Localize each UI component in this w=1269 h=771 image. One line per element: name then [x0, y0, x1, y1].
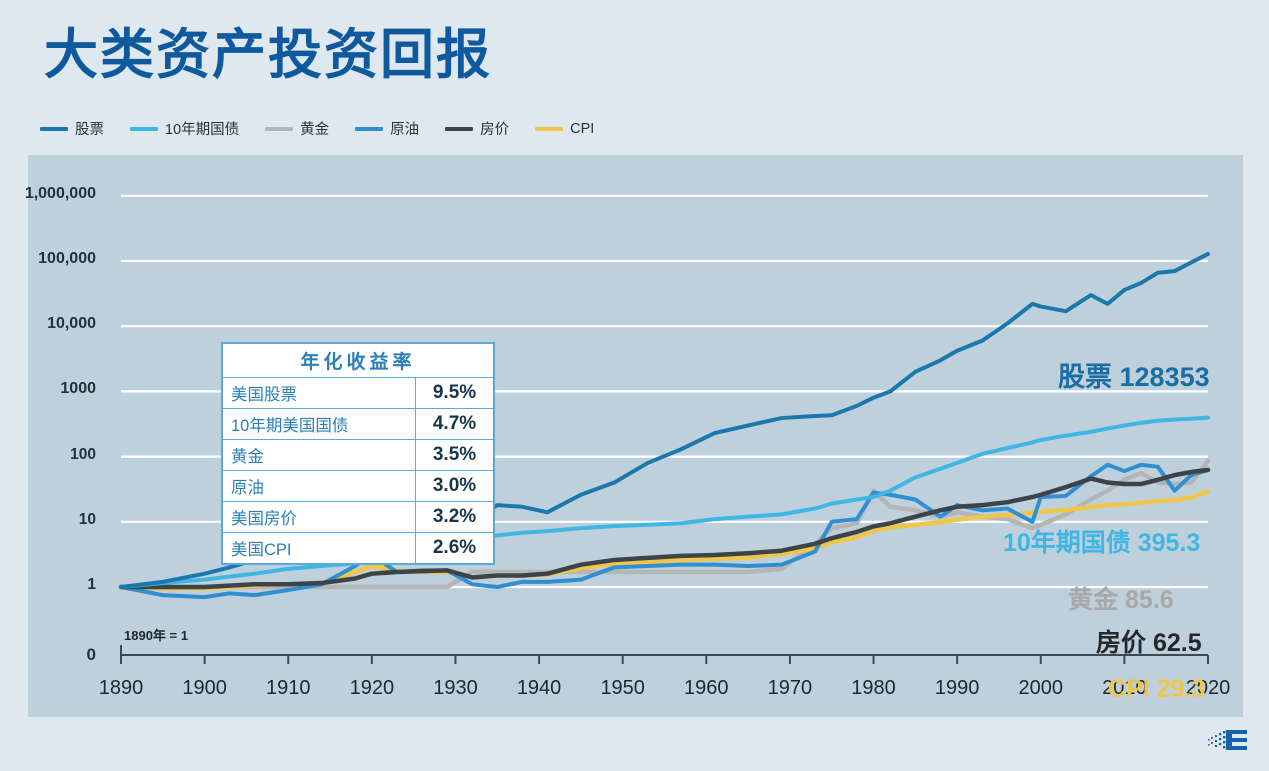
legend-line-icon	[40, 126, 68, 131]
x-axis-tick-label: 2010	[1102, 677, 1147, 699]
legend-stocks[interactable]: 股票	[40, 118, 104, 139]
legend-line-icon	[535, 126, 564, 131]
legend-line-icon	[355, 126, 384, 131]
x-axis-tick-label: 1960	[684, 677, 729, 699]
legend-line-icon	[445, 126, 474, 131]
x-axis-tick-label: 1940	[516, 677, 562, 699]
table-cell-asset: 美国股票	[222, 377, 416, 409]
y-axis-tick-label: 10,000	[47, 315, 96, 333]
x-axis-tick-label: 1990	[934, 677, 980, 699]
series-line-CPI	[118, 489, 1211, 591]
table-row: 美国CPI 2.6%	[222, 532, 494, 564]
legend-line-icon	[265, 126, 294, 131]
end-label-cpi: CPI 29.3	[1108, 675, 1206, 703]
y-axis-tick-label: 1,000,000	[24, 184, 96, 202]
chart-svg	[118, 194, 1211, 664]
legend-cpi[interactable]: CPI	[535, 121, 594, 137]
annualized-return-table: 年化收益率 美国股票 9.5% 10年期美国国债 4.7% 黄金 3.5% 原油 3.0% 美国…	[222, 343, 494, 564]
legend-item-label: 原油	[390, 122, 420, 138]
page-title: 大类资产投资回报	[44, 25, 492, 85]
table-cell-asset: 10年期美国国债	[222, 408, 416, 440]
y-axis-tick-label: 100	[70, 445, 96, 463]
x-axis-tick-label: 1970	[767, 677, 813, 699]
table-cell-asset: 美国CPI	[222, 532, 416, 564]
legend-item-label: 黄金	[300, 122, 330, 138]
end-label-stocks: 股票 128353	[1058, 362, 1210, 392]
table-cell-return: 4.7%	[415, 408, 494, 440]
chart-panel: 1,000,000 100,000 10,000 1000 100 10 1 1890 190…	[25, 155, 1243, 717]
table-row: 10年期美国国债 4.7%	[222, 408, 494, 440]
table-cell-asset: 原油	[222, 470, 416, 502]
table-cell-return: 9.5%	[415, 377, 494, 409]
brand-logo	[1208, 730, 1247, 750]
y-axis-tick-label: 1000	[60, 380, 96, 398]
series-line-黄金	[118, 458, 1211, 590]
x-axis-tick-label: 2020	[1185, 677, 1231, 699]
table-cell-return: 3.2%	[415, 501, 494, 533]
end-label-housing: 房价 62.5	[1096, 629, 1202, 657]
x-axis-tick-label: 1910	[265, 677, 311, 699]
legend-item-label: CPI	[570, 120, 595, 137]
legend-bonds[interactable]: 10年期国债	[130, 118, 239, 139]
x-axis-tick-label: 1890	[98, 677, 144, 699]
x-axis-tick-label: 1920	[349, 677, 395, 699]
chart-plot-area	[28, 155, 1243, 717]
y-axis-zero-label: 0	[86, 645, 96, 664]
x-axis-tick-label: 1950	[600, 677, 645, 699]
x-axis-tick-label: 1900	[182, 677, 227, 699]
table-cell-return: 3.0%	[415, 470, 494, 502]
y-axis-tick-label: 10	[78, 510, 96, 528]
end-label-gold: 黄金 85.6	[1068, 586, 1174, 614]
table-header: 年化收益率	[222, 343, 494, 378]
x-axis-tick-label: 1980	[851, 677, 896, 699]
table-cell-return: 2.6%	[415, 532, 494, 564]
y-axis-tick-label: 1	[87, 576, 96, 593]
legend-line-icon	[130, 126, 158, 131]
legend-item-label: 房价	[480, 122, 510, 138]
legend-housing[interactable]: 房价	[445, 118, 509, 139]
table-row: 美国股票 9.5%	[222, 377, 494, 409]
y-axis-tick-label: 100,000	[38, 250, 96, 267]
table-cell-asset: 黄金	[222, 439, 416, 471]
chart-legend: 股票 10年期国债 黄金 原油 房价 CPI	[40, 118, 594, 139]
table-row: 美国房价 3.2%	[222, 501, 494, 533]
legend-item-label: 股票	[75, 122, 104, 138]
x-axis-tick-label: 2000	[1018, 677, 1064, 699]
legend-oil[interactable]: 原油	[355, 118, 419, 139]
legend-item-label: 10年期国债	[165, 122, 240, 138]
series-line-房价	[118, 467, 1211, 590]
end-label-bonds: 10年期国债 395.3	[1003, 529, 1201, 557]
table-row: 原油 3.0%	[222, 470, 494, 502]
baseline-note: 1890年 = 1	[124, 628, 188, 643]
table-cell-return: 3.5%	[415, 439, 494, 471]
x-axis-tick-label: 1930	[433, 677, 478, 699]
legend-gold[interactable]: 黄金	[265, 118, 329, 139]
table-row: 黄金 3.5%	[222, 439, 494, 471]
table-cell-asset: 美国房价	[222, 501, 416, 533]
